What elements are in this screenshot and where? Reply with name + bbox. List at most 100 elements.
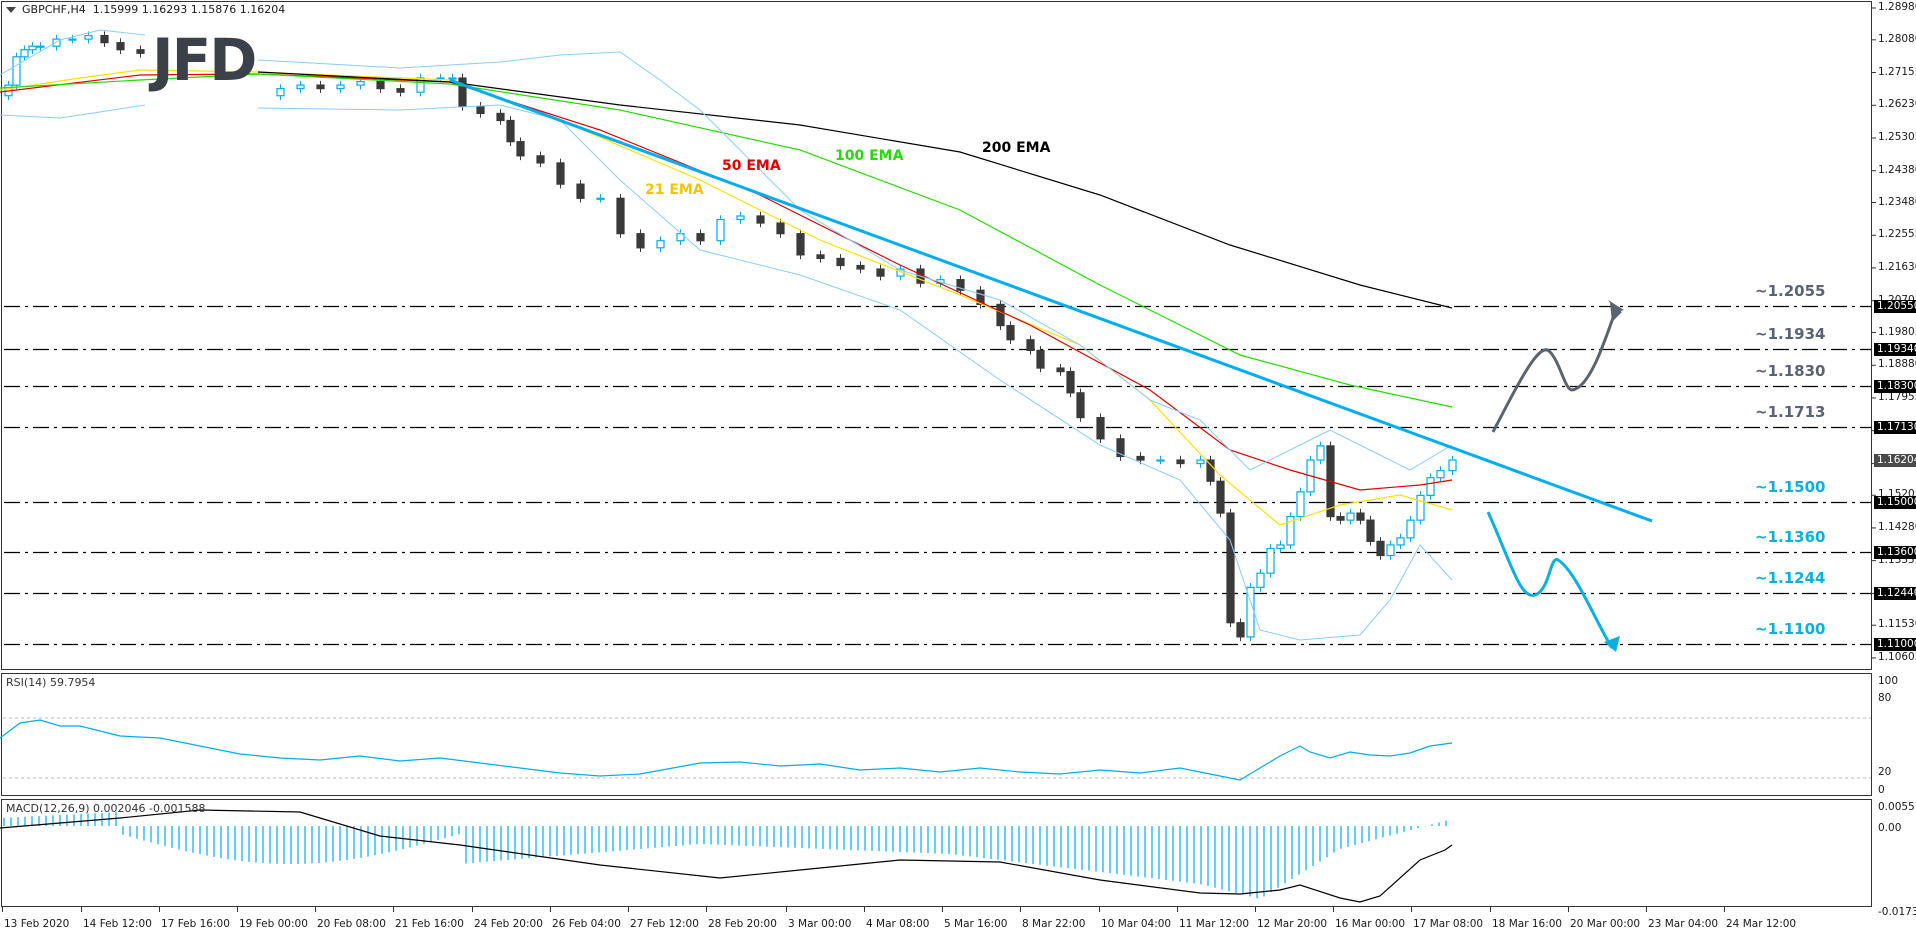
level-label-1-1934: ~1.1934 (1755, 324, 1826, 343)
pane-frames (1, 1, 1872, 907)
bull-candle (436, 77, 445, 80)
time-label: 3 Mar 00:00 (788, 918, 852, 930)
bear-candle (1356, 512, 1365, 521)
price-level-box: 1.12440 (1874, 587, 1916, 601)
bear-candle (796, 233, 805, 256)
bear-candle (756, 215, 765, 224)
bear-candle (876, 268, 885, 277)
rsi-axis-80: 80 (1878, 692, 1892, 704)
price-tick: 1.27155 (1878, 65, 1916, 78)
bear-candle (1176, 459, 1185, 465)
rsi-line (0, 719, 1453, 781)
price-level-box: 1.20550 (1874, 300, 1916, 314)
bull-candle (1416, 494, 1425, 521)
bear-candle (1026, 339, 1035, 351)
bear-candle (956, 279, 965, 291)
level-label-1-1244: ~1.1244 (1755, 569, 1826, 588)
bear-candle (1076, 392, 1085, 419)
bear-candle (536, 155, 545, 164)
bull-candle (676, 233, 685, 242)
bear-candle (1136, 455, 1145, 461)
time-label: 18 Mar 16:00 (1492, 918, 1563, 930)
macd-axis-zero: 0.00 (1878, 822, 1902, 834)
bear-candle (100, 34, 109, 44)
bull-candle (52, 38, 61, 47)
bull-candle (1426, 477, 1435, 496)
bear-candle (1366, 519, 1375, 542)
bear-candle (1226, 512, 1235, 624)
bull-candle (1386, 544, 1395, 557)
price-tick: 1.19805 (1878, 325, 1916, 338)
time-label: 23 Mar 04:00 (1648, 918, 1719, 930)
bear-candle (1236, 622, 1245, 638)
bull-candle (68, 38, 77, 41)
ema200-line (257, 71, 1453, 309)
bull-candle (12, 56, 21, 86)
bear-candle (1056, 367, 1065, 373)
price-tick: 1.18880 (1878, 358, 1916, 371)
level-label-1-1100: ~1.1100 (1755, 619, 1826, 638)
bear-candle (636, 233, 645, 249)
bear-candle (576, 183, 585, 199)
macd-axis-min: -0.017373 (1878, 906, 1916, 918)
bear-candle (376, 80, 385, 90)
bull-candle (28, 45, 37, 51)
main-price-pane[interactable] (0, 29, 1871, 652)
macd-title: MACD(12,26,9) 0.002046 -0.001588 (6, 802, 206, 815)
bearish-scenario-path (1486, 511, 1614, 649)
bull-candle (448, 77, 457, 80)
price-tick: 1.22555 (1878, 228, 1916, 241)
rsi-pane[interactable] (0, 717, 1871, 781)
bearish-arrow-head-icon (1604, 636, 1620, 652)
bear-candle (1216, 480, 1225, 514)
macd-axis-max: 0.005513 (1878, 801, 1916, 813)
bull-candle (1156, 459, 1165, 462)
bear-candle (776, 222, 785, 235)
price-tick: 1.14280 (1878, 520, 1916, 533)
bear-candle (516, 141, 525, 157)
time-label: 12 Mar 20:00 (1257, 918, 1328, 930)
rsi-axis-0: 0 (1878, 784, 1885, 796)
price-tick: 1.24380 (1878, 163, 1916, 176)
time-label: 5 Mar 16:00 (944, 918, 1008, 930)
price-level-box: 1.18300 (1874, 379, 1916, 393)
chart-title: GBPCHF,H4 1.15999 1.16293 1.15876 1.1620… (6, 3, 285, 16)
time-label: 11 Mar 12:00 (1179, 918, 1250, 930)
rsi-axis-20: 20 (1878, 766, 1892, 778)
bull-candle (356, 80, 365, 86)
time-label: 24 Feb 20:00 (474, 918, 543, 930)
time-label: 4 Mar 08:00 (866, 918, 930, 930)
price-tick: 1.28980 (1878, 1, 1916, 13)
bear-candle (506, 119, 515, 143)
bear-candle (556, 162, 565, 185)
bear-candle (136, 49, 145, 54)
bull-candle (1276, 544, 1285, 550)
price-tick: 1.28080 (1878, 32, 1916, 45)
time-label: 14 Feb 12:00 (83, 918, 152, 930)
time-label: 13 Feb 2020 (4, 918, 70, 930)
macd-signal-line (0, 809, 1453, 903)
bear-candle (696, 233, 705, 242)
bear-candle (1206, 459, 1215, 482)
bull-candle (716, 218, 725, 242)
bull-candle (36, 45, 45, 48)
level-label-1-1500: ~1.1500 (1755, 478, 1826, 497)
price-tick: 1.21630 (1878, 260, 1916, 273)
bull-candle (736, 215, 745, 221)
price-level-box: 1.19340 (1874, 342, 1916, 356)
dropdown-triangle-icon[interactable] (6, 7, 16, 13)
time-label: 27 Feb 12:00 (630, 918, 699, 930)
level-label-1-1713: ~1.1713 (1755, 403, 1826, 422)
bear-candle (1116, 438, 1125, 458)
price-tick: 1.25305 (1878, 130, 1916, 143)
macd-pane[interactable] (0, 809, 1453, 903)
price-tick: 1.11530 (1878, 618, 1916, 631)
bollinger-upper-2 (257, 51, 1453, 471)
time-label: 19 Feb 00:00 (239, 918, 308, 930)
bear-candle (996, 303, 1005, 327)
ema100-line (0, 73, 1453, 408)
ema200-label: 200 EMA (982, 140, 1051, 156)
bull-candle (336, 84, 345, 90)
bull-candle (1296, 491, 1305, 518)
